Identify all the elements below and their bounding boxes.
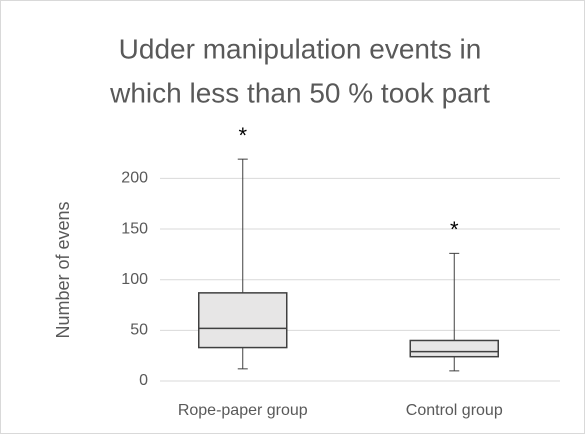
box <box>409 339 499 358</box>
chart-title: which less than 50 % took part <box>109 77 490 108</box>
y-tick-label: 150 <box>121 220 148 237</box>
y-tick-label: 200 <box>121 170 148 187</box>
annotation: * <box>238 123 247 148</box>
annotation: * <box>450 217 459 242</box>
x-tick-label: Rope-paper group <box>178 402 308 419</box>
y-tick-label: 50 <box>130 322 148 339</box>
box <box>198 292 288 349</box>
x-tick-label: Control group <box>406 402 503 419</box>
y-axis-label: Number of evens <box>53 201 73 338</box>
y-tick-label: 0 <box>139 372 148 389</box>
chart-title: Udder manipulation events in <box>119 33 482 64</box>
y-tick-label: 100 <box>121 271 148 288</box>
